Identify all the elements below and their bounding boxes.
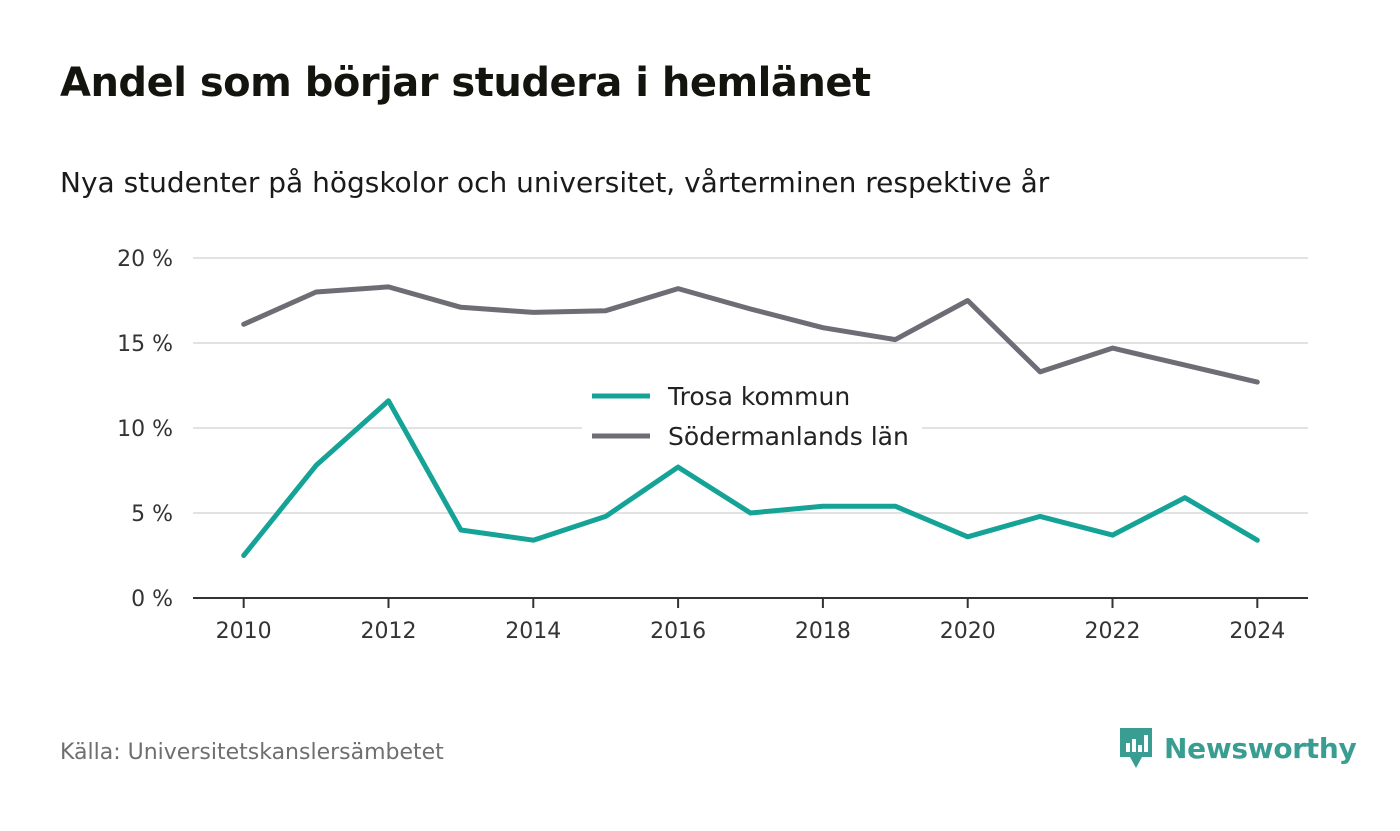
chart-title: Andel som börjar studera i hemlänet [60,60,871,106]
x-tick-label: 2024 [1229,619,1285,644]
axes: 0 % 5 % 10 % 15 % 20 % 2010 2012 2014 2016 2018 20… [117,247,1308,644]
y-tick-label: 15 % [117,332,173,357]
newsworthy-logo-icon [1120,728,1152,768]
brand-name: Newsworthy [1164,731,1357,765]
y-tick-label: 20 % [117,247,173,272]
series-lines [241,284,1260,558]
chart-subtitle: Nya studenter på högskolor och universit… [60,166,1050,199]
legend-background [582,373,922,459]
x-tick-label: 2010 [216,619,272,644]
series-line-sodermanlands-lan [241,284,1260,385]
brand-logo[interactable]: Newsworthy [1118,726,1357,770]
x-tick-label: 2014 [505,619,561,644]
legend-label: Trosa kommun [667,382,850,411]
x-tick-label: 2022 [1085,619,1141,644]
legend-label: Södermanlands län [668,422,909,451]
source-note: Källa: Universitetskanslersämbetet [60,740,444,765]
x-tick-label: 2016 [650,619,706,644]
x-tick-label: 2020 [940,619,996,644]
y-tick-label: 5 % [131,502,173,527]
y-tick-label: 0 % [131,587,173,612]
line-chart: 0 % 5 % 10 % 15 % 20 % 2010 2012 2014 2016 2018 20… [117,247,1308,644]
legend: Trosa kommun Södermanlands län [582,373,922,459]
x-tick-label: 2012 [360,619,416,644]
x-tick-label: 2018 [795,619,851,644]
y-tick-label: 10 % [117,417,173,442]
